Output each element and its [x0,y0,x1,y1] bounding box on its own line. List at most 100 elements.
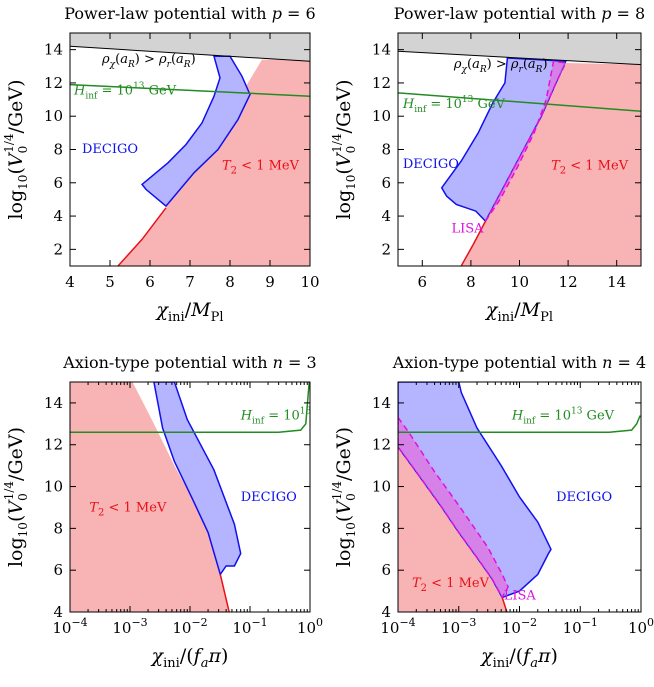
y-tick-label: 4 [53,207,63,225]
line-H_inf [70,83,310,97]
y-tick-label: 2 [53,240,63,258]
panel-3: Hinf = 1013 GeV DECIGO T2 < 1 MeV 10−4 10−3 1… [2,353,344,671]
x-tick-label: 10−2 [172,616,207,637]
line-T2_boundary [219,574,230,612]
x-tick-label: 10−1 [563,616,598,637]
y-tick-label: 4 [53,603,63,621]
x-tick-label: 100 [297,616,323,637]
x-tick-label: 10−4 [380,616,415,637]
y-tick-label: 6 [53,174,63,192]
x-tick-label: 10−2 [502,616,537,637]
region-T2_below_1MeV [461,63,641,266]
line-T2_boundary [117,207,167,266]
x-tick-label: 10−4 [52,616,87,637]
panel-title: Power-law potential with p = 8 [394,4,645,23]
region-T2_below_1MeV [398,446,507,612]
annotation-DECIGO_label: DECIGO [82,142,138,157]
line-rho_boundary [398,50,641,66]
region-T2_below_1MeV [118,59,310,266]
annotation-rho_condition: ρχ(aR) > ρr(aR) [101,52,196,70]
x-tick-label: 10 [300,273,319,291]
annotation-H_inf_label: Hinf = 1013 GeV [240,407,344,427]
x-tick-label: 10−3 [112,616,147,637]
line-T2_boundary [460,220,487,266]
panel-4: Hinf = 1013 GeV DECIGO LISA T2 < 1 MeV 10−4 1… [330,353,654,671]
plot-area: Hinf = 1013 GeV DECIGO LISA T2 < 1 MeV [398,382,641,612]
x-tick-label: 8 [225,273,235,291]
y-axis-label: log10(V01/4/GeV) [2,79,30,219]
annotation-DECIGO_label: DECIGO [403,157,459,172]
y-tick-label: 8 [53,519,63,537]
region-DECIGO [153,382,242,577]
y-tick-label: 12 [372,436,391,454]
x-tick-label: 4 [65,273,75,291]
annotation-T2_label: T2 < 1 MeV [89,501,167,519]
x-tick-label: 14 [607,273,626,291]
panel-title: Power-law potential with p = 6 [64,4,315,23]
line-rho_boundary [70,45,310,62]
y-tick-label: 12 [44,436,63,454]
annotation-LISA_label: LISA [451,222,484,237]
line-H_inf [398,415,641,433]
y-tick-label: 10 [372,107,391,125]
annotation-H_inf_label: Hinf = 1013 GeV [511,407,615,427]
x-axis-label: χini/(faπ) [479,645,558,671]
y-tick-label: 8 [381,141,391,159]
panel-1: ρχ(aR) > ρr(aR) Hinf = 1013 GeV DECIGO T2 <… [2,4,320,325]
panel-title: Axion-type potential with n = 4 [392,353,646,372]
x-axis-label: χini/MPl [155,299,224,325]
y-axis-label: log10(V01/4/GeV) [330,79,358,219]
y-tick-label: 6 [381,561,391,579]
annotation-H_inf_label: Hinf = 1013 GeV [73,82,177,102]
line-H_inf [398,92,641,112]
x-tick-label: 6 [145,273,155,291]
line-H_inf [70,382,310,433]
y-tick-label: 14 [372,394,391,412]
annotation-T2_label: T2 < 1 MeV [551,158,629,176]
annotation-T2_label: T2 < 1 MeV [222,158,300,176]
x-tick-label: 8 [466,273,476,291]
x-tick-label: 5 [105,273,115,291]
panel-title: Axion-type potential with n = 3 [62,353,316,372]
x-axis-label: χini/(faπ) [150,645,229,671]
y-tick-label: 6 [53,561,63,579]
x-tick-label: 10−1 [232,616,267,637]
y-tick-label: 4 [381,207,391,225]
y-axis-label: log10(V01/4/GeV) [2,427,30,567]
x-tick-label: 12 [559,273,578,291]
region-LISA [484,60,567,222]
x-tick-label: 9 [265,273,275,291]
annotation-DECIGO_label: DECIGO [241,490,297,505]
annotation-LISA_label: LISA [504,588,537,603]
region-T2_below_1MeV [70,382,230,612]
annotation-DECIGO_label: DECIGO [556,490,612,505]
y-tick-label: 8 [381,519,391,537]
x-tick-label: 7 [185,273,195,291]
y-tick-label: 14 [372,41,391,59]
region-rho_excluded [70,33,310,62]
plot-area: ρχ(aR) > ρr(aR) Hinf = 1013 GeV DECIGO T2 <… [70,33,310,266]
y-axis-label: log10(V01/4/GeV) [330,427,358,567]
region-DECIGO [140,55,251,208]
y-tick-label: 8 [53,141,63,159]
y-tick-label: 12 [44,74,63,92]
y-tick-label: 4 [381,603,391,621]
region-rho_excluded [398,33,641,65]
plot-area: ρχ(aR) > ρr(aR) Hinf = 1013 GeV DECIGO LISA… [398,33,641,266]
y-tick-label: 6 [381,174,391,192]
annotation-H_inf_label: Hinf = 1013 GeV [402,95,506,115]
y-tick-label: 2 [381,240,391,258]
y-tick-label: 12 [372,74,391,92]
x-tick-label: 10−3 [441,616,476,637]
y-tick-label: 10 [44,107,63,125]
y-tick-label: 14 [44,394,63,412]
panel-2: ρχ(aR) > ρr(aR) Hinf = 1013 GeV DECIGO LISA… [330,4,645,325]
y-tick-label: 10 [44,478,63,496]
plot-area: Hinf = 1013 GeV DECIGO T2 < 1 MeV [70,382,344,612]
x-tick-label: 100 [628,616,654,637]
y-tick-label: 14 [44,41,63,59]
annotation-T2_label: T2 < 1 MeV [412,576,490,594]
annotation-rho_condition: ρχ(aR) > ρr(aR) [453,57,548,75]
y-tick-label: 10 [372,478,391,496]
